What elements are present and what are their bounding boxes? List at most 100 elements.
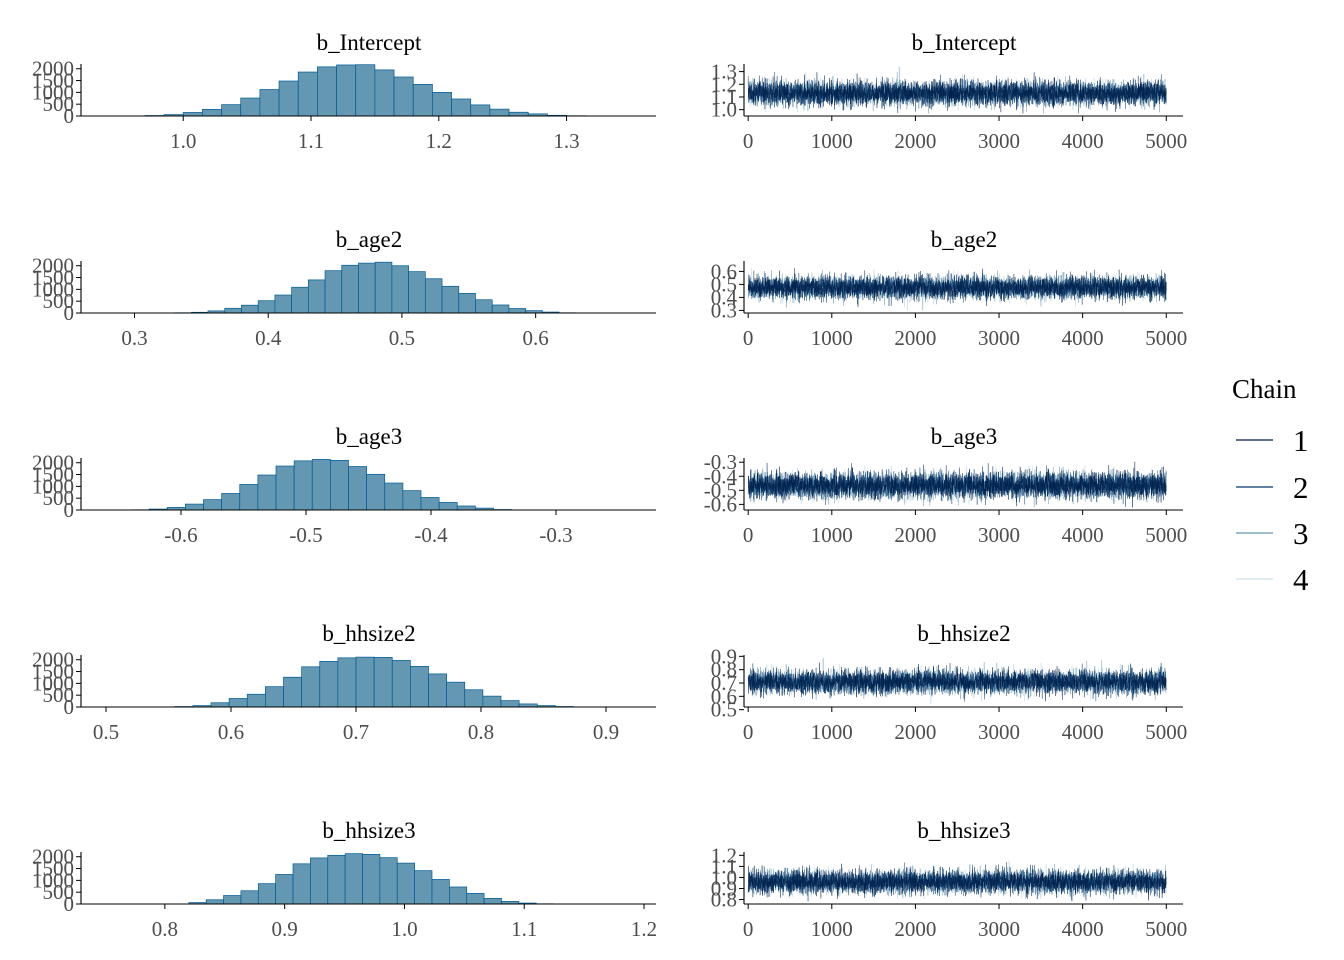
histogram-bar [483, 897, 502, 905]
legend-label: 1 [1293, 423, 1309, 458]
y-tick-label: 0.5 [711, 272, 737, 296]
histogram-bar [428, 673, 447, 708]
x-tick-label: 5000 [1145, 129, 1187, 153]
y-tick-label: 1500 [32, 857, 74, 881]
y-tick-label: 0.8 [711, 658, 737, 682]
histogram-bar [358, 262, 376, 314]
x-tick-label: 0.3 [121, 326, 147, 350]
y-tick-label: 500 [43, 289, 75, 313]
histogram-bar [508, 111, 529, 117]
panel-title: b_age3 [931, 424, 997, 449]
y-tick-label: 0.5 [711, 698, 737, 722]
y-tick-label: 1000 [32, 80, 74, 104]
y-tick-label: 500 [43, 683, 75, 707]
histogram-bar [449, 886, 468, 905]
histogram-bar [327, 854, 346, 905]
histogram-bar [210, 702, 230, 708]
histogram-bar [257, 474, 277, 511]
histogram-bar [412, 83, 433, 117]
y-tick-label: 0.7 [711, 671, 737, 695]
y-tick-label: 1.2 [711, 72, 737, 96]
histogram-bar [224, 307, 242, 314]
legend-item-chain-3: 3 [1236, 516, 1309, 551]
x-tick-label: 1.1 [298, 129, 324, 153]
histogram-bar [293, 460, 313, 511]
x-tick-label: 0 [743, 523, 754, 547]
panel-title: b_age2 [336, 227, 402, 252]
y-tick-label: 1000 [32, 868, 74, 892]
trace-panel: b_hhsize3 0 1000 2000 3000 4000 5000 0.80.91.01… [711, 818, 1188, 941]
x-tick-label: 4000 [1062, 720, 1104, 744]
histogram-bar [431, 879, 450, 905]
x-tick-label: 0 [743, 326, 754, 350]
histogram-bar [464, 689, 484, 708]
histogram-bar [257, 300, 276, 314]
histogram-bar [379, 857, 398, 905]
chain-1-trace [747, 461, 1167, 508]
histogram-bar [458, 293, 476, 314]
chain-1-trace [747, 72, 1167, 114]
y-tick-label: 0.8 [711, 888, 737, 912]
histogram-bar [348, 466, 367, 511]
y-tick-label: -0.4 [704, 464, 738, 488]
y-tick-label: 2000 [32, 845, 74, 869]
legend-item-chain-1: 1 [1236, 423, 1309, 458]
chain-1-trace [747, 269, 1167, 306]
histogram-bar [205, 899, 224, 905]
x-tick-label: 0 [743, 129, 754, 153]
histogram-bar [185, 503, 204, 511]
x-tick-label: 0.5 [93, 720, 119, 744]
legend-items: 1 2 3 4 [1236, 423, 1309, 597]
y-tick-label: 1000 [32, 671, 74, 695]
histogram-bar [489, 108, 510, 117]
x-tick-label: 2000 [894, 326, 936, 350]
x-tick-label: 2000 [894, 129, 936, 153]
histogram-bar [482, 695, 502, 708]
x-tick-label: 3000 [978, 523, 1020, 547]
trace-panel: b_age2 0 1000 2000 3000 4000 5000 0.30.40.50.6 [711, 227, 1188, 350]
y-tick-label: 2000 [32, 451, 74, 475]
histogram-bar [438, 502, 458, 511]
histogram-bar [396, 862, 415, 905]
histogram-bar [275, 465, 295, 511]
panel-title: b_Intercept [912, 30, 1017, 55]
x-tick-label: 1.0 [170, 129, 196, 153]
x-tick-label: 0.7 [343, 720, 369, 744]
histogram-bar [246, 693, 266, 708]
y-tick-label: 1.0 [711, 98, 737, 122]
panel-title: b_hhsize2 [917, 621, 1010, 646]
histogram-bar [355, 656, 375, 708]
histogram-bar [241, 304, 259, 314]
x-tick-label: 0.8 [152, 917, 178, 941]
y-tick-label: 1.2 [711, 843, 737, 867]
y-tick-label: 1.1 [711, 854, 737, 878]
panel-title: b_age3 [336, 424, 402, 449]
trace-panel: b_Intercept 0 1000 2000 3000 4000 5000 1.01.11.… [711, 30, 1188, 153]
histogram-bar [491, 304, 510, 314]
x-tick-label: 4000 [1062, 326, 1104, 350]
histogram-bar [410, 665, 429, 708]
histogram-bar [307, 279, 326, 314]
histogram-bar [362, 854, 381, 905]
x-tick-label: -0.4 [414, 523, 448, 547]
x-tick-label: 1000 [811, 129, 853, 153]
histogram-bar [257, 883, 277, 905]
y-tick-label: 1500 [32, 463, 74, 487]
histogram-bar [221, 493, 241, 511]
legend-title: Chain [1232, 374, 1297, 404]
x-tick-label: 3000 [978, 326, 1020, 350]
y-tick-label: 0.6 [711, 684, 737, 708]
histogram-bar [240, 97, 261, 117]
x-tick-label: 0.4 [255, 326, 282, 350]
y-tick-label: 1500 [32, 69, 74, 93]
histogram-bar [311, 459, 331, 511]
y-tick-label: 0.9 [711, 877, 737, 901]
histogram-bar [221, 104, 242, 117]
x-tick-label: 5000 [1145, 326, 1187, 350]
histogram-bar [259, 89, 280, 117]
